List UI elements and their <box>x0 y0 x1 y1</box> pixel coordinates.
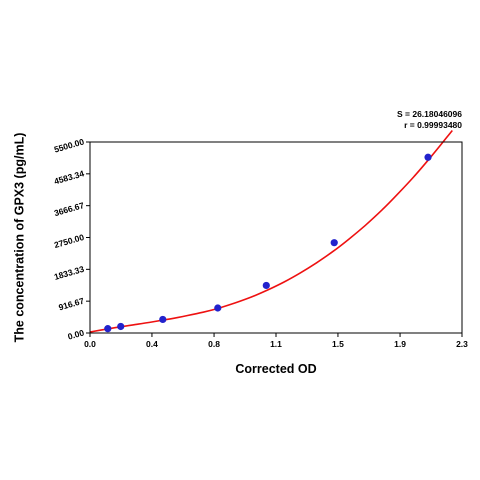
y-tick-label: 2750.00 <box>53 232 86 250</box>
fit-curve-layer <box>89 130 453 333</box>
y-tick-label: 1833.33 <box>53 264 86 282</box>
y-tick-label: 916.67 <box>57 296 85 313</box>
data-point <box>330 239 338 247</box>
y-tick-label: 5500.00 <box>53 136 86 154</box>
x-tick-label: 1.5 <box>332 339 344 349</box>
x-tick-label: 1.9 <box>394 339 406 349</box>
x-tick-label: 0.8 <box>208 339 220 349</box>
data-point <box>214 304 222 312</box>
stat-r-value: r = 0.99993480 <box>404 120 462 130</box>
axes: 0.0 0.4 0.8 1.1 1.5 1.9 2.3 0.00 916.67 1833.33 27… <box>53 136 468 349</box>
x-tick-label: 2.3 <box>456 339 468 349</box>
data-point <box>424 153 432 161</box>
y-axis-title: The concentration of GPX3 (pg/mL) <box>12 133 26 343</box>
points-layer <box>104 153 432 333</box>
fit-curve <box>89 130 453 333</box>
y-tick-label: 3666.67 <box>53 200 86 218</box>
x-tick-label: 0.0 <box>84 339 96 349</box>
data-point <box>262 281 270 290</box>
plot-area <box>89 130 453 333</box>
data-point <box>104 325 112 333</box>
x-axis-title: Corrected OD <box>235 362 316 376</box>
plot-frame <box>89 141 463 334</box>
data-point <box>117 322 125 331</box>
data-point <box>159 315 167 324</box>
stat-s-value: S = 26.18046096 <box>397 109 462 119</box>
y-tick-label: 4583.34 <box>53 168 86 186</box>
y-tick-label: 0.00 <box>67 327 86 341</box>
x-tick-label: 0.4 <box>146 339 158 349</box>
x-tick-label: 1.1 <box>270 339 282 349</box>
